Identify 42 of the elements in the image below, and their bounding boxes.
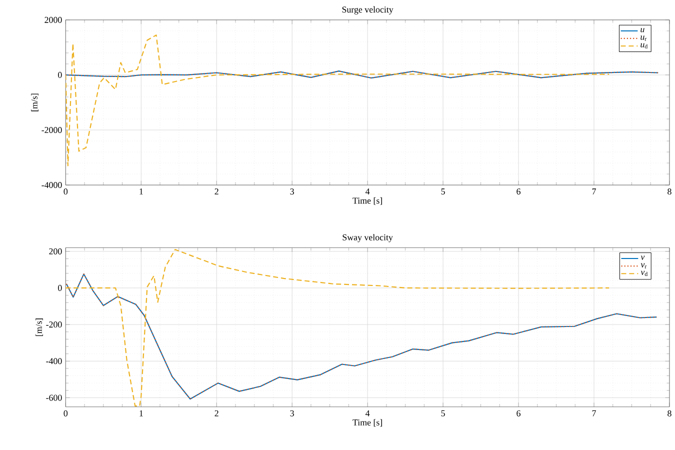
x-tick-label: 0 bbox=[64, 188, 68, 195]
x-tick-label: 5 bbox=[441, 410, 445, 416]
x-axis-title: Time [s] bbox=[352, 198, 382, 205]
x-tick-label: 5 bbox=[441, 188, 445, 195]
y-axis-title: [m/s] bbox=[36, 318, 43, 336]
y-tick-label: 200 bbox=[49, 248, 62, 255]
y-tick-label: -400 bbox=[46, 358, 62, 364]
x-axis-title: Time [s] bbox=[352, 419, 382, 427]
legend-label: v bbox=[640, 256, 645, 260]
x-tick-label: 3 bbox=[290, 410, 294, 417]
x-tick-label: 1 bbox=[140, 410, 143, 416]
x-tick-label: 2 bbox=[214, 188, 218, 195]
line-series bbox=[66, 70, 659, 79]
y-tick-label: 0 bbox=[58, 285, 62, 292]
x-tick-label: 0 bbox=[64, 410, 68, 417]
x-tick-label: 7 bbox=[592, 410, 596, 416]
x-tick-label: 6 bbox=[516, 188, 520, 195]
chart-title: Surge velocity bbox=[342, 6, 394, 15]
line-series bbox=[66, 34, 610, 166]
chart-title: Sway velocity bbox=[342, 234, 393, 242]
x-tick-label: 3 bbox=[290, 188, 294, 195]
y-tick-label: 2000 bbox=[44, 17, 62, 24]
x-tick-label: 6 bbox=[516, 410, 520, 417]
y-tick-label: -200 bbox=[46, 322, 62, 328]
x-tick-label: 4 bbox=[366, 188, 370, 195]
x-tick-label: 2 bbox=[214, 410, 218, 416]
legend-label: u bbox=[640, 28, 644, 32]
legend-label: u$_{d}$ bbox=[640, 43, 648, 49]
y-tick-label: -2000 bbox=[42, 127, 62, 134]
legend-label: u$_{r}$ bbox=[640, 36, 647, 41]
x-tick-label: 1 bbox=[140, 188, 143, 195]
y-tick-label: 0 bbox=[58, 72, 62, 78]
x-tick-label: 7 bbox=[592, 188, 596, 195]
y-tick-label: -4000 bbox=[42, 182, 62, 188]
line-series bbox=[66, 249, 610, 407]
y-tick-label: -600 bbox=[46, 394, 62, 401]
y-axis-title: [m/s] bbox=[31, 94, 39, 112]
legend-label: v$_{d}$ bbox=[640, 271, 648, 276]
legend-label: v$_{r}$ bbox=[640, 263, 647, 269]
x-tick-label: 8 bbox=[668, 188, 672, 195]
x-tick-label: 4 bbox=[366, 410, 370, 416]
x-tick-label: 8 bbox=[668, 410, 672, 417]
